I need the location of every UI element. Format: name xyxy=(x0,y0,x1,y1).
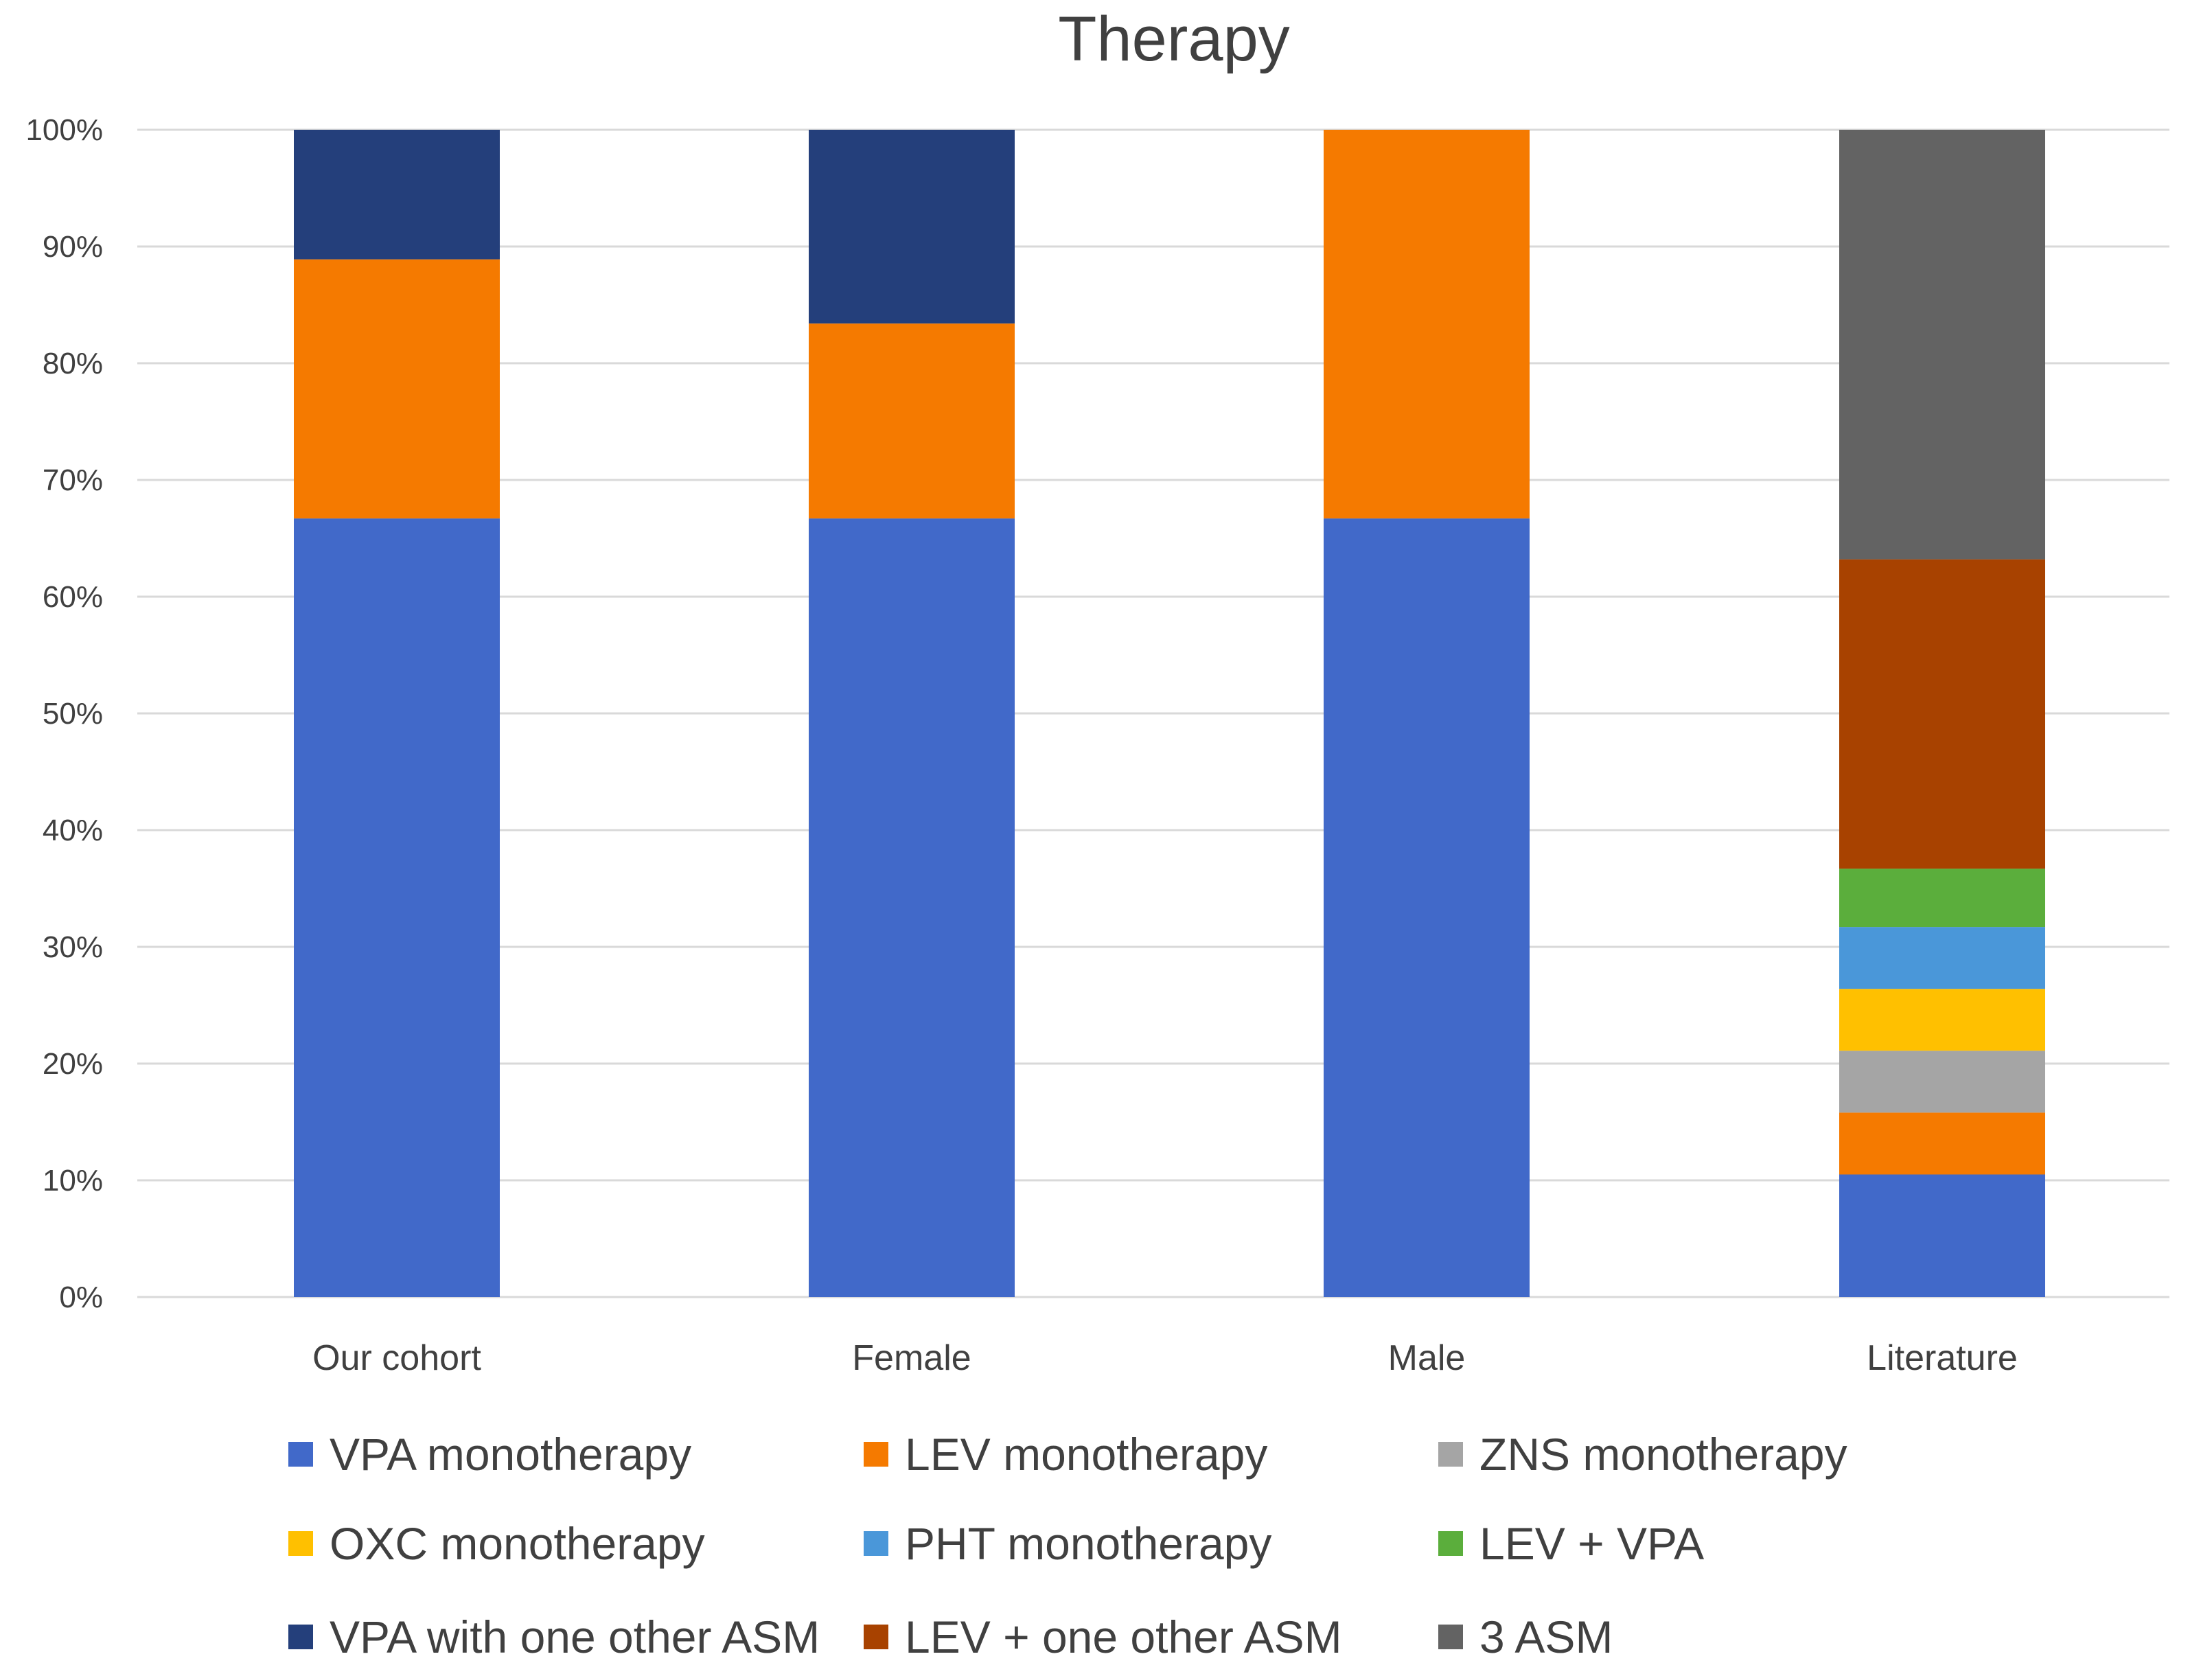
x-category-label: Our cohort xyxy=(312,1338,481,1378)
bar-segment xyxy=(294,259,500,519)
legend-swatch xyxy=(1438,1625,1463,1649)
legend-swatch xyxy=(288,1625,313,1649)
x-axis-categories: Our cohort Female Male Literature xyxy=(312,1338,2018,1378)
bar-segment xyxy=(1324,130,1530,519)
bar-segment xyxy=(1839,869,2045,928)
bar-segment xyxy=(1839,989,2045,1051)
bars xyxy=(294,130,2045,1297)
y-tick-label: 40% xyxy=(43,814,103,847)
legend-label: OXC monotherapy xyxy=(330,1518,705,1569)
legend-label: ZNS monotherapy xyxy=(1479,1429,1847,1480)
y-axis-ticks: 0% 10% 20% 30% 40% 50% 60% 70% 80% 90% 100% xyxy=(25,113,103,1314)
bar-segment xyxy=(1839,1051,2045,1113)
x-category-label: Male xyxy=(1388,1338,1466,1378)
legend-label: VPA with one other ASM xyxy=(330,1612,820,1662)
bar-segment xyxy=(1839,1112,2045,1175)
legend-label: LEV + one other ASM xyxy=(905,1612,1342,1662)
bar-segment xyxy=(809,518,1015,1297)
bar-segment xyxy=(1839,130,2045,560)
y-tick-label: 70% xyxy=(43,463,103,497)
y-tick-label: 100% xyxy=(25,113,103,147)
y-tick-label: 0% xyxy=(59,1281,103,1314)
y-tick-label: 90% xyxy=(43,230,103,264)
bar-segment xyxy=(1839,927,2045,989)
legend-swatch xyxy=(288,1531,313,1556)
y-tick-label: 50% xyxy=(43,697,103,731)
bar-segment xyxy=(1324,518,1530,1297)
y-tick-label: 60% xyxy=(43,580,103,614)
legend-label: PHT monotherapy xyxy=(905,1518,1271,1569)
y-tick-label: 30% xyxy=(43,930,103,964)
legend-swatch xyxy=(864,1531,888,1556)
bar-segment xyxy=(809,130,1015,324)
legend-swatch xyxy=(1438,1531,1463,1556)
bar-segment xyxy=(294,518,500,1297)
y-tick-label: 10% xyxy=(43,1164,103,1197)
legend-label: 3 ASM xyxy=(1479,1612,1613,1662)
bar-segment xyxy=(294,130,500,260)
x-category-label: Literature xyxy=(1867,1338,2018,1378)
legend-swatch xyxy=(864,1442,888,1467)
bar-segment xyxy=(1839,1174,2045,1297)
legend-swatch xyxy=(1438,1442,1463,1467)
x-category-label: Female xyxy=(852,1338,971,1378)
legend: VPA monotherapy LEV monotherapy ZNS monoth… xyxy=(288,1429,1847,1662)
legend-label: VPA monotherapy xyxy=(330,1429,691,1480)
legend-label: LEV + VPA xyxy=(1479,1518,1704,1569)
y-tick-label: 20% xyxy=(43,1047,103,1081)
legend-label: LEV monotherapy xyxy=(905,1429,1267,1480)
bar-segment xyxy=(809,323,1015,519)
legend-swatch xyxy=(864,1625,888,1649)
legend-swatch xyxy=(288,1442,313,1467)
y-tick-label: 80% xyxy=(43,347,103,380)
bar-segment xyxy=(1839,559,2045,869)
chart-title: Therapy xyxy=(1058,4,1290,74)
